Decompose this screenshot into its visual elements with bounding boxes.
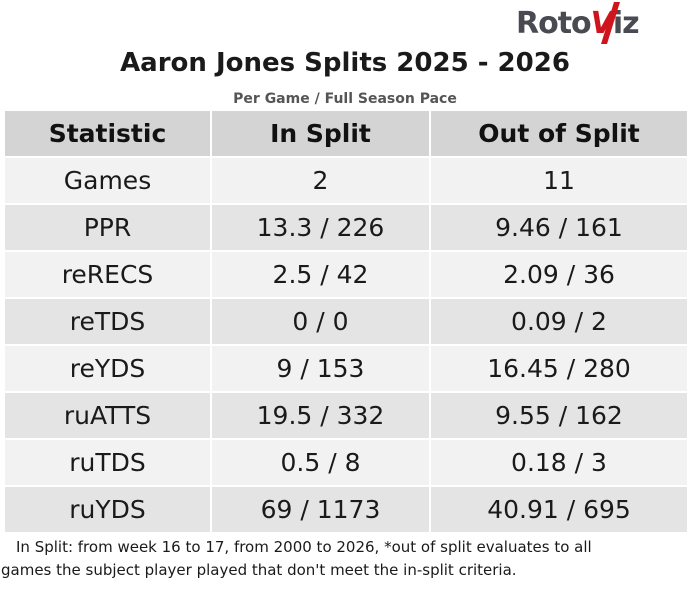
in-split-cell: 9 / 153 <box>210 344 431 393</box>
table-row: ruATTS 19.5 / 332 9.55 / 162 <box>3 391 689 440</box>
page-title: Aaron Jones Splits 2025 - 2026 <box>120 48 570 78</box>
table-row: ruTDS 0.5 / 8 0.18 / 3 <box>3 438 689 487</box>
table-row: reRECS 2.5 / 42 2.09 / 36 <box>3 250 689 299</box>
stat-cell: ruYDS <box>3 485 212 534</box>
stat-cell: reTDS <box>3 297 212 346</box>
rotoviz-logo: RotoViz <box>514 2 664 46</box>
stat-cell: reYDS <box>3 344 212 393</box>
table-row: reYDS 9 / 153 16.45 / 280 <box>3 344 689 393</box>
in-split-cell: 2 <box>210 156 431 205</box>
stat-cell: reRECS <box>3 250 212 299</box>
out-split-cell: 0.18 / 3 <box>429 438 689 487</box>
splits-table: Statistic In Split Out of Split Games 2 … <box>3 109 689 534</box>
out-split-cell: 0.09 / 2 <box>429 297 689 346</box>
table-row: ruYDS 69 / 1173 40.91 / 695 <box>3 485 689 534</box>
footnote-line-1: In Split: from week 16 to 17, from 2000 … <box>16 538 592 556</box>
table-row: Games 2 11 <box>3 156 689 205</box>
out-split-cell: 40.91 / 695 <box>429 485 689 534</box>
stat-cell: ruTDS <box>3 438 212 487</box>
header-in-split: In Split <box>210 109 431 158</box>
in-split-cell: 13.3 / 226 <box>210 203 431 252</box>
in-split-cell: 19.5 / 332 <box>210 391 431 440</box>
logo-wordmark: RotoViz <box>516 6 640 41</box>
table-header-row: Statistic In Split Out of Split <box>3 109 689 158</box>
out-split-cell: 16.45 / 280 <box>429 344 689 393</box>
stat-cell: ruATTS <box>3 391 212 440</box>
table-row: reTDS 0 / 0 0.09 / 2 <box>3 297 689 346</box>
footnote-line-2: games the subject player played that don… <box>1 561 517 579</box>
in-split-cell: 0.5 / 8 <box>210 438 431 487</box>
in-split-cell: 2.5 / 42 <box>210 250 431 299</box>
out-split-cell: 9.46 / 161 <box>429 203 689 252</box>
header-out-of-split: Out of Split <box>429 109 689 158</box>
stat-cell: Games <box>3 156 212 205</box>
in-split-cell: 0 / 0 <box>210 297 431 346</box>
table-row: PPR 13.3 / 226 9.46 / 161 <box>3 203 689 252</box>
page-subtitle: Per Game / Full Season Pace <box>233 91 457 107</box>
stat-cell: PPR <box>3 203 212 252</box>
out-split-cell: 11 <box>429 156 689 205</box>
out-split-cell: 9.55 / 162 <box>429 391 689 440</box>
footnote: In Split: from week 16 to 17, from 2000 … <box>0 536 690 582</box>
in-split-cell: 69 / 1173 <box>210 485 431 534</box>
logo-slash-icon <box>601 2 620 44</box>
header-statistic: Statistic <box>3 109 212 158</box>
out-split-cell: 2.09 / 36 <box>429 250 689 299</box>
